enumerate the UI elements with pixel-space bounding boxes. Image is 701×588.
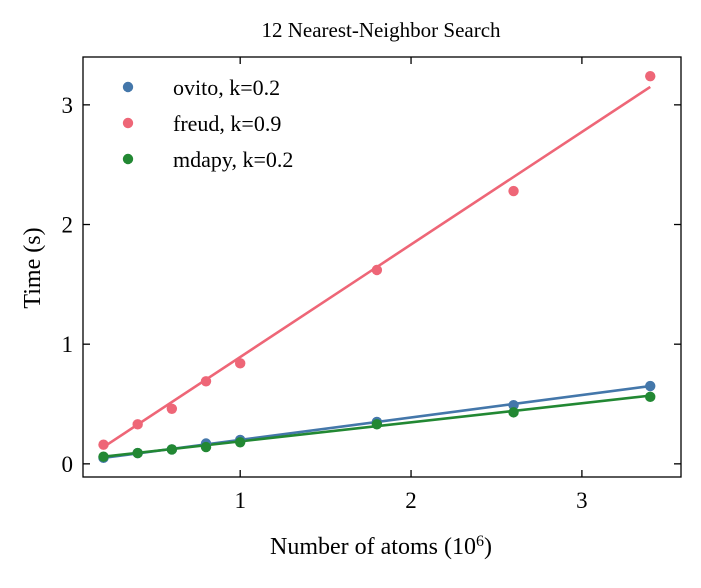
chart-title: 12 Nearest-Neighbor Search — [261, 18, 501, 42]
legend-label-2: mdapy, k=0.2 — [173, 147, 293, 172]
data-point-2 — [98, 451, 109, 462]
data-point-0 — [508, 400, 519, 411]
legend-marker-1 — [122, 117, 134, 129]
plot-area: 1 2 3 0 1 2 3 ovito, k=0.2 freud, k=0.9 mdapy, k=… — [62, 56, 682, 513]
legend-marker-2 — [122, 153, 134, 165]
legend-label-0: ovito, k=0.2 — [173, 75, 280, 100]
legend-marker-0 — [122, 81, 134, 93]
y-tick-label: 3 — [62, 93, 74, 118]
x-axis-label-text: Number of atoms (10 — [270, 534, 476, 560]
data-point-1 — [234, 358, 246, 369]
y-tick-label: 0 — [62, 452, 74, 477]
y-tick-label: 1 — [62, 332, 74, 357]
y-axis-label: Time (s) — [20, 227, 46, 308]
data-point-1 — [132, 419, 143, 430]
data-point-1 — [98, 439, 109, 450]
data-point-1 — [508, 185, 519, 197]
plot-frame — [82, 56, 682, 478]
data-point-2 — [371, 419, 383, 430]
data-point-2 — [132, 447, 143, 459]
data-point-1 — [166, 403, 178, 414]
data-point-2 — [508, 407, 519, 418]
data-point-2 — [645, 391, 656, 403]
x-tick-label: 3 — [576, 488, 588, 513]
x-axis-label-suffix: ) — [484, 534, 492, 560]
data-point-2 — [166, 444, 178, 455]
x-axis-label: Number of atoms (106) — [270, 533, 492, 561]
data-point-0 — [645, 380, 656, 392]
data-point-2 — [200, 441, 212, 453]
data-point-1 — [645, 70, 656, 82]
x-tick-label: 1 — [234, 488, 246, 513]
y-tick-label: 2 — [62, 213, 74, 238]
x-axis-label-exponent: 6 — [476, 533, 484, 550]
data-point-1 — [200, 376, 212, 387]
data-point-2 — [234, 437, 246, 448]
data-point-1 — [371, 264, 383, 276]
legend-label-1: freud, k=0.9 — [173, 111, 281, 136]
x-tick-label: 2 — [405, 488, 417, 513]
